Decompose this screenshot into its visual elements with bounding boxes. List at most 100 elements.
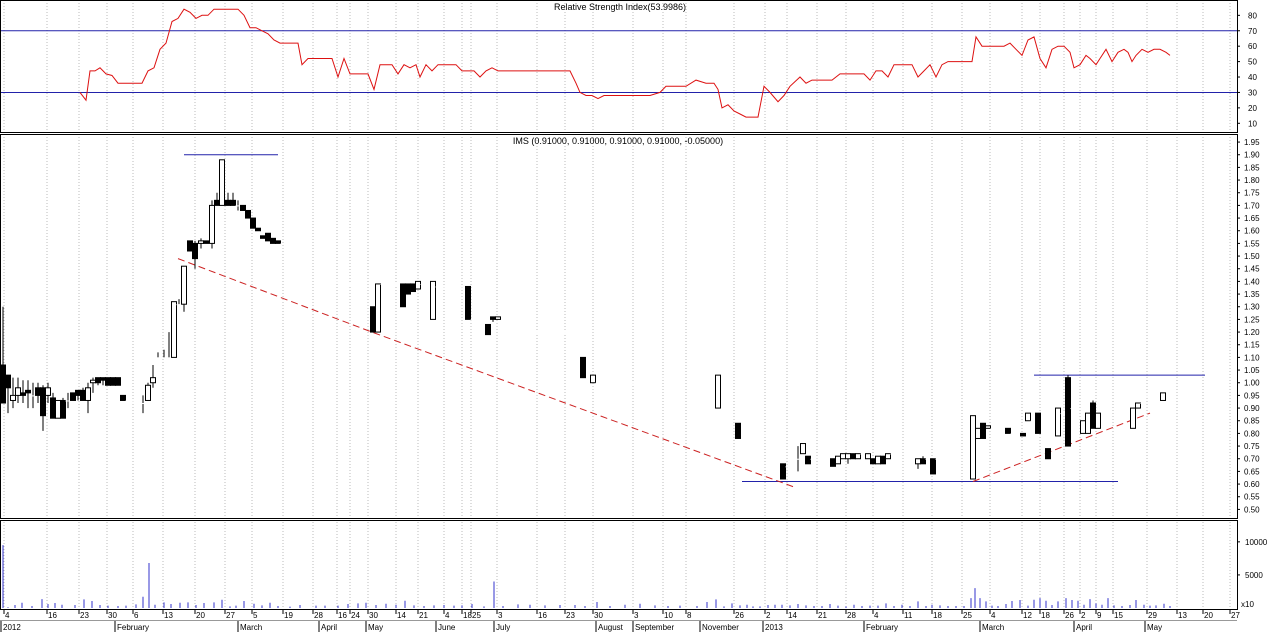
- candle: [270, 237, 276, 244]
- candle: [360, 283, 366, 285]
- candle: [470, 319, 476, 321]
- candle-body: [105, 377, 111, 386]
- candle: [810, 458, 816, 460]
- candle-body: [0, 364, 6, 404]
- candle: [945, 458, 951, 460]
- month-label: 2012: [3, 623, 21, 632]
- candle-body: [1160, 392, 1166, 401]
- month-label: April: [321, 623, 337, 632]
- candle: [30, 382, 36, 409]
- candle-body: [15, 387, 21, 396]
- candle: [230, 192, 236, 206]
- candle: [385, 283, 391, 285]
- candle-body: [1150, 395, 1156, 397]
- candle: [575, 352, 581, 354]
- candle: [171, 301, 177, 358]
- candle: [655, 382, 661, 384]
- candle: [395, 283, 401, 285]
- candle-body: [525, 332, 531, 334]
- price-y-tick-label: 1.70: [1244, 201, 1260, 210]
- price-y-tick-label: 1.10: [1244, 353, 1260, 362]
- candle-body: [865, 453, 871, 460]
- candle-body: [1100, 403, 1106, 404]
- candle-body: [590, 374, 596, 384]
- candle-body: [430, 280, 436, 320]
- candle-body: [300, 271, 306, 273]
- candle-body: [510, 332, 516, 334]
- candle: [770, 458, 776, 460]
- candle: [20, 380, 26, 403]
- x-tick-label: 23: [80, 611, 89, 620]
- candle-body: [350, 283, 356, 285]
- candle: [250, 217, 256, 229]
- candle-body: [870, 458, 876, 465]
- candle-body: [60, 399, 66, 419]
- candle-body: [415, 280, 421, 290]
- candle: [75, 389, 81, 401]
- x-tick-label: 26: [1065, 611, 1074, 620]
- candle: [675, 377, 681, 379]
- candle: [1130, 407, 1136, 429]
- candle-body: [1120, 403, 1126, 404]
- candle-body: [75, 389, 81, 396]
- candle: [525, 332, 531, 334]
- candle-body: [795, 458, 801, 460]
- candle-body: [1050, 433, 1056, 435]
- rsi-y-tick-label: 10: [1248, 119, 1257, 128]
- candle-body: [225, 199, 231, 206]
- month-label: February: [866, 623, 898, 632]
- candle-body: [187, 240, 193, 252]
- x-tick-label: 3: [634, 611, 639, 620]
- candle-body: [770, 458, 776, 460]
- candle: [290, 243, 296, 245]
- candle-body: [1040, 453, 1046, 455]
- candle-body: [1005, 427, 1011, 434]
- candle: [690, 377, 696, 379]
- candle: [725, 428, 731, 430]
- candle: [203, 240, 209, 244]
- candle-body: [390, 283, 396, 285]
- candle: [790, 458, 796, 460]
- candle-body: [965, 458, 971, 460]
- candle: [1055, 407, 1061, 437]
- candle-body: [780, 463, 786, 480]
- candle: [90, 377, 96, 393]
- candle-body: [825, 458, 831, 460]
- candle: [650, 382, 656, 384]
- candle-body: [310, 256, 316, 258]
- candle-body: [575, 352, 581, 354]
- price-panel: [0, 154, 1205, 488]
- candle: [235, 200, 241, 211]
- x-tick-label: 16: [48, 611, 57, 620]
- volume-unit-label: x10: [1241, 600, 1254, 609]
- candle-body: [1020, 432, 1026, 437]
- candle: [535, 332, 541, 334]
- candle: [1095, 412, 1101, 429]
- candle: [990, 428, 996, 430]
- candle: [555, 332, 561, 334]
- candle-body: [275, 240, 281, 244]
- candle: [495, 316, 501, 320]
- x-tick-label: 18: [933, 611, 942, 620]
- candle-body: [25, 389, 31, 394]
- candle: [890, 453, 896, 455]
- candle-body: [370, 306, 376, 333]
- candle: [300, 271, 306, 273]
- candle-body: [860, 453, 866, 455]
- candle-body: [725, 428, 731, 430]
- candle: [680, 377, 686, 379]
- candle-body: [620, 382, 626, 384]
- candle: [161, 349, 167, 359]
- candle: [720, 415, 726, 417]
- candle: [570, 332, 576, 334]
- candle: [455, 286, 461, 288]
- candle: [530, 332, 536, 334]
- candle-body: [100, 377, 106, 381]
- candle-body: [40, 387, 46, 417]
- candle-body: [360, 283, 366, 285]
- candle-body: [470, 319, 476, 321]
- candle: [860, 453, 866, 455]
- candle-body: [925, 458, 931, 460]
- candle: [1150, 395, 1156, 397]
